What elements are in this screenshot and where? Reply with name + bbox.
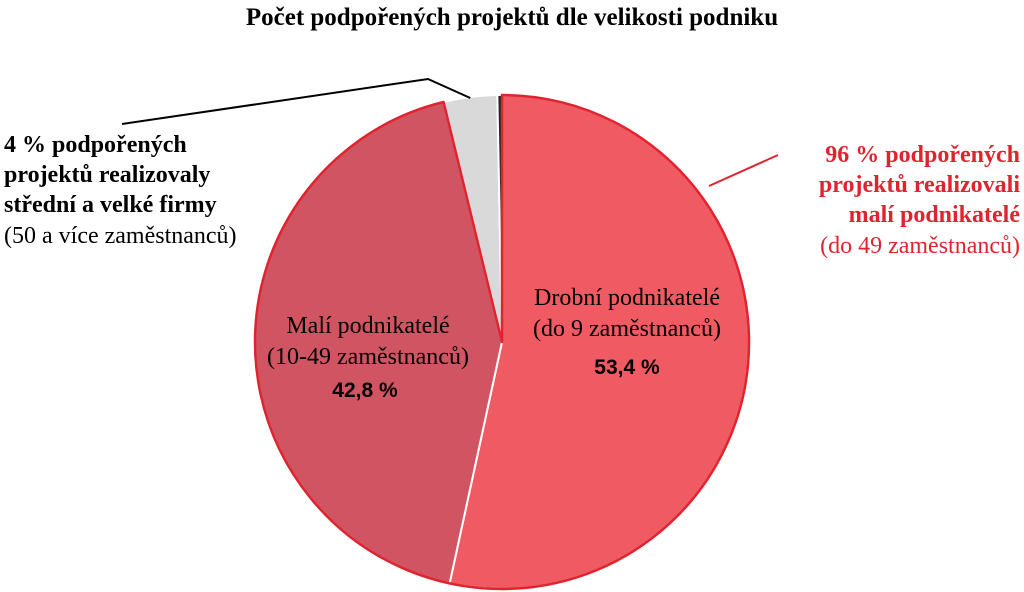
- slice-sublabel-drobni: (do 9 zaměstnanců): [533, 316, 721, 342]
- slice-value-drobni: 53,4 %: [594, 356, 660, 379]
- annotation-right-line-1: 96 % podpořených: [825, 142, 1020, 168]
- chart-title: Počet podpořených projektů dle velikosti…: [246, 4, 778, 31]
- pie-outlines: [253, 93, 751, 591]
- slice-label-mali: Malí podnikatelé: [286, 313, 449, 339]
- small-companies-outline: [253, 93, 751, 591]
- slice-label-drobni: Drobní podnikatelé: [534, 285, 720, 311]
- leader-line-right: [708, 154, 779, 187]
- annotation-right-line-3: malí podnikatelé: [849, 202, 1021, 228]
- annotation-right-line-4: (do 49 zaměstnanců): [820, 233, 1020, 259]
- annotation-left-line-3: střední a velké firmy: [4, 192, 217, 218]
- annotation-right: 96 % podpořených projektů realizovali ma…: [819, 142, 1020, 259]
- slice-value-mali: 42,8 %: [332, 379, 398, 402]
- annotation-left-line-1: 4 % podpořených: [4, 132, 187, 158]
- annotation-right-line-2: projektů realizovali: [819, 172, 1020, 198]
- annotation-left-line-2: projektů realizovaly: [4, 162, 210, 188]
- leader-lines: [121, 77, 779, 187]
- leader-line-left: [121, 77, 471, 125]
- annotation-left-line-4: (50 a více zaměstnanců): [4, 223, 237, 249]
- annotation-left: 4 % podpořených projektů realizovaly stř…: [4, 132, 237, 249]
- slice-sublabel-mali: (10-49 zaměstnanců): [267, 344, 469, 370]
